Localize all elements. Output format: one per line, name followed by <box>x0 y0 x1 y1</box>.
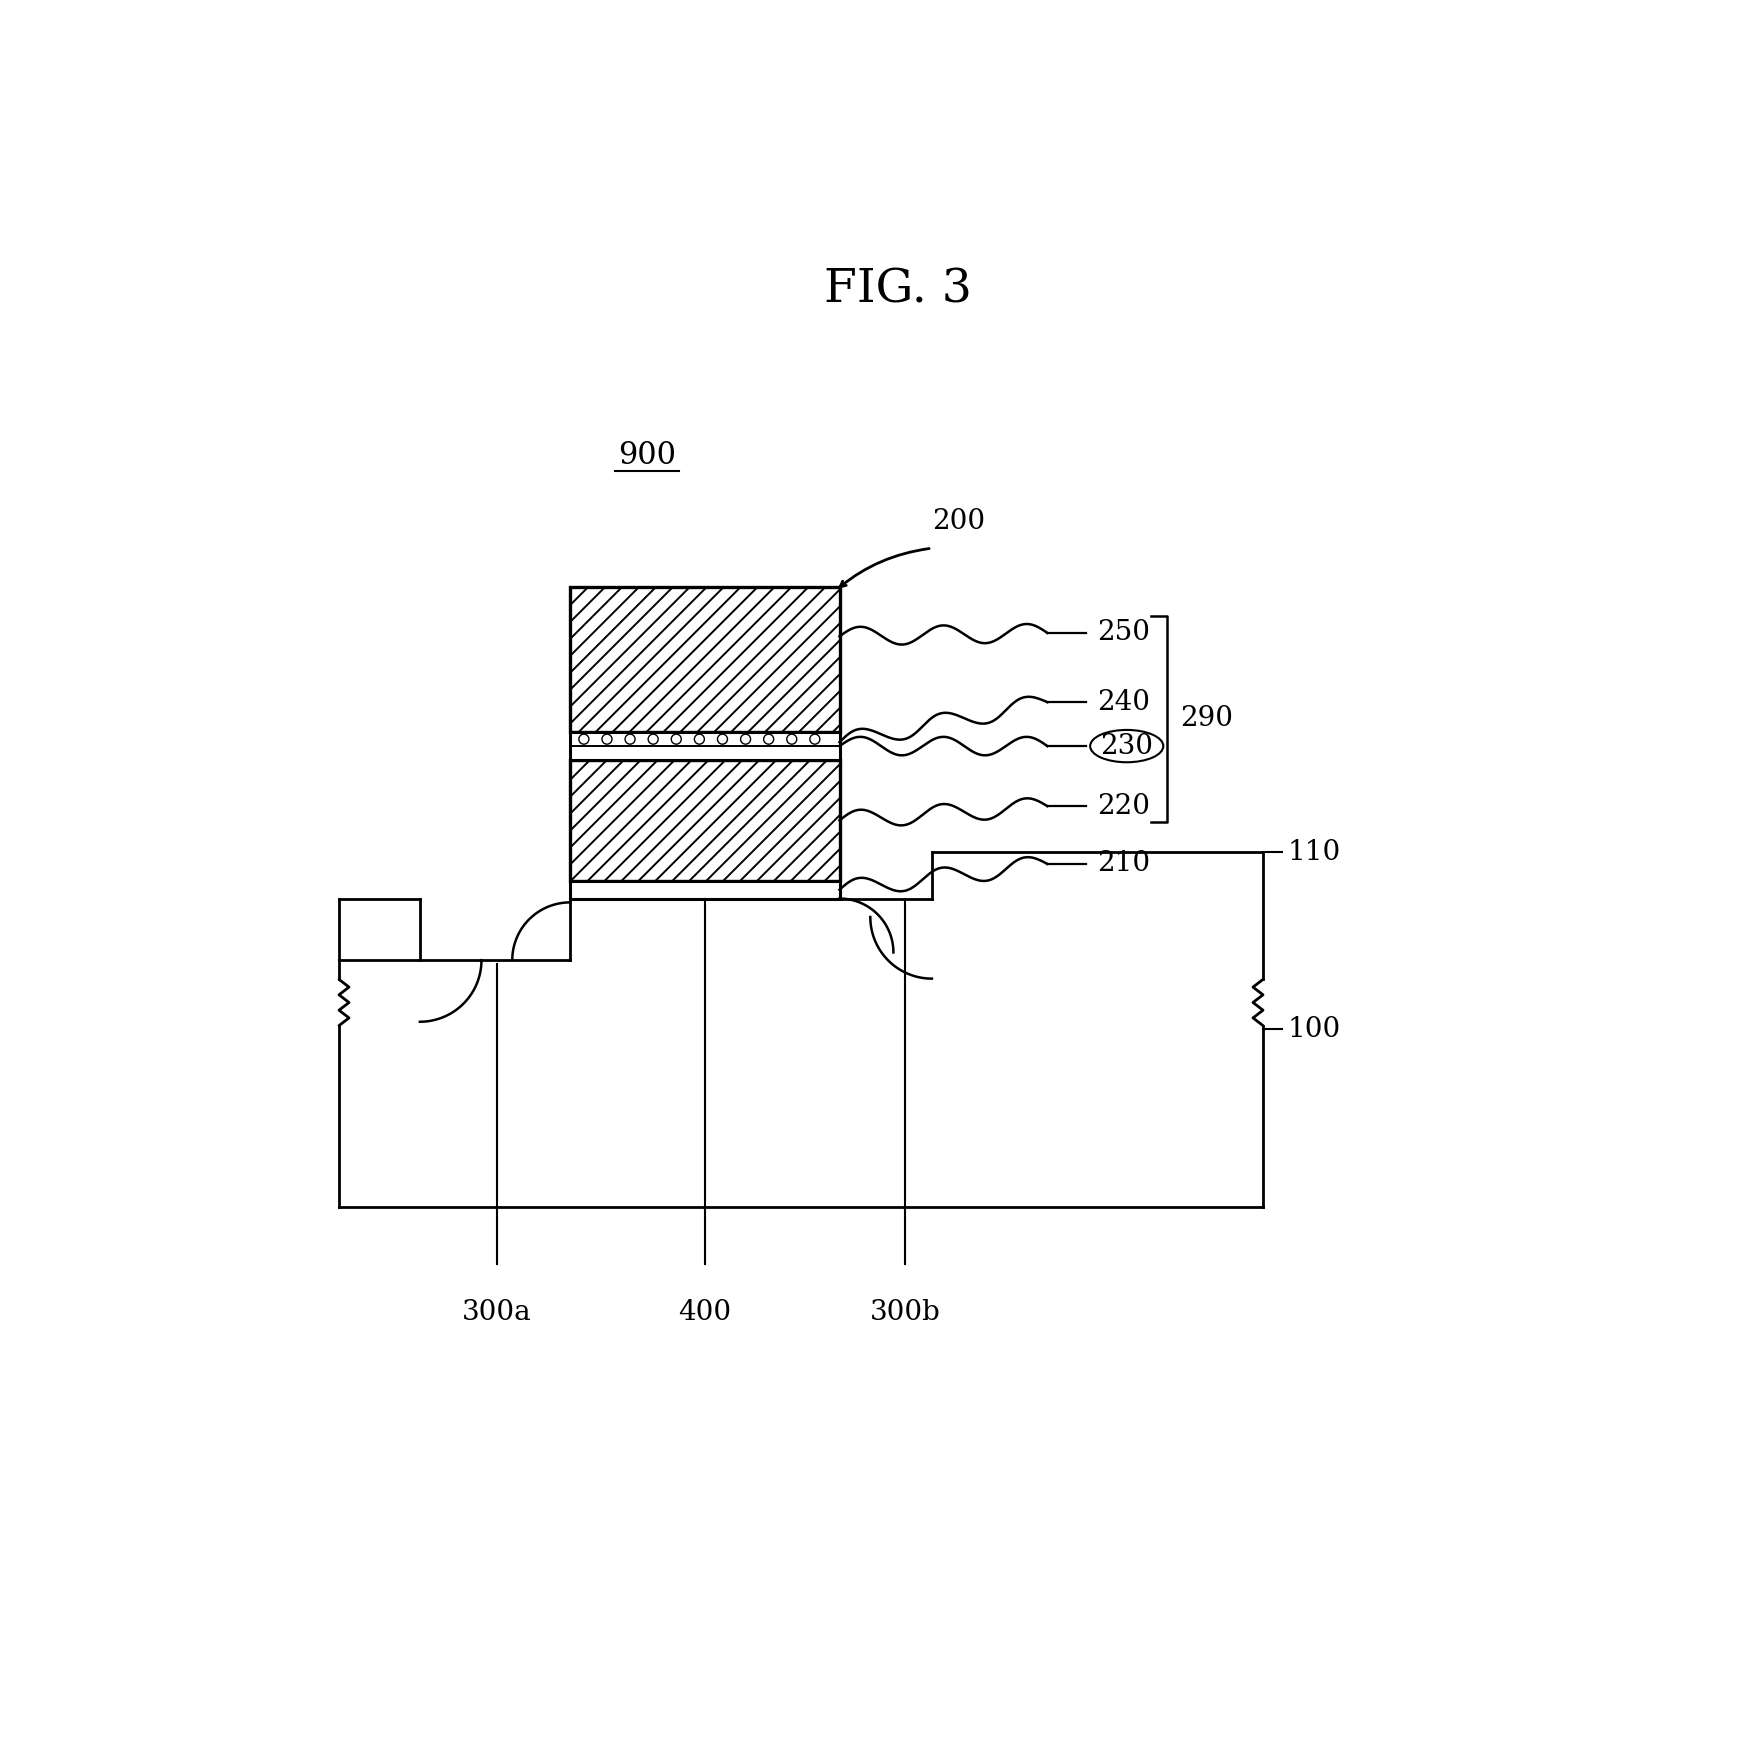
Text: 300a: 300a <box>463 1298 531 1326</box>
Text: 200: 200 <box>933 508 985 534</box>
Text: 110: 110 <box>1288 839 1341 866</box>
Text: 300b: 300b <box>869 1298 940 1326</box>
Text: 400: 400 <box>678 1298 731 1326</box>
Text: 290: 290 <box>1180 705 1234 733</box>
Text: 230: 230 <box>1101 733 1153 759</box>
Text: 240: 240 <box>1097 689 1150 715</box>
Polygon shape <box>338 852 1262 1206</box>
Text: FIG. 3: FIG. 3 <box>824 267 973 312</box>
Bar <box>570 586 840 733</box>
Bar <box>570 881 840 899</box>
Text: 100: 100 <box>1288 1016 1341 1044</box>
Text: 250: 250 <box>1097 619 1150 646</box>
Text: 220: 220 <box>1097 792 1150 820</box>
Bar <box>570 733 840 761</box>
Text: 900: 900 <box>619 440 677 471</box>
Text: 210: 210 <box>1097 850 1150 878</box>
Bar <box>570 761 840 881</box>
